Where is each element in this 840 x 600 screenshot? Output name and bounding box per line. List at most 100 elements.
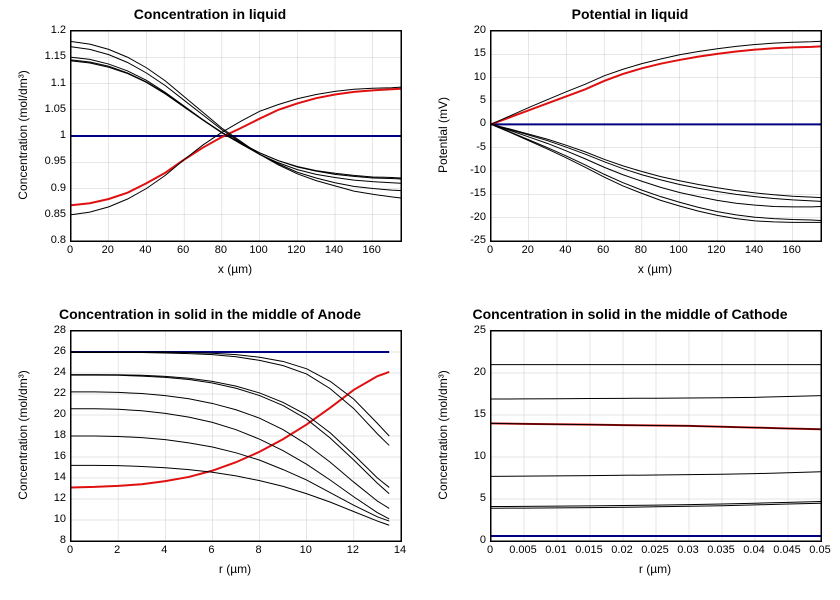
y-axis-label: Concentration (mol/dm³) bbox=[16, 330, 30, 540]
x-tick-label: 60 bbox=[177, 244, 189, 256]
series-line bbox=[71, 465, 389, 525]
series-line bbox=[491, 46, 821, 124]
y-tick-label: 5 bbox=[456, 492, 486, 504]
series-line bbox=[491, 124, 821, 197]
y-tick-label: 26 bbox=[36, 345, 66, 357]
x-tick-label: 120 bbox=[287, 244, 305, 256]
plot-area bbox=[490, 330, 822, 542]
x-tick-label: 0.045 bbox=[773, 544, 801, 556]
x-tick-label: 160 bbox=[363, 244, 381, 256]
x-tick-label: 160 bbox=[783, 244, 801, 256]
series-line bbox=[71, 42, 401, 198]
x-tick-label: 6 bbox=[208, 544, 214, 556]
x-tick-label: 120 bbox=[707, 244, 725, 256]
x-tick-label: 0 bbox=[67, 544, 73, 556]
panel-top-left: Concentration in liquid02040608010012014… bbox=[0, 0, 420, 300]
x-axis-label: x (µm) bbox=[70, 262, 400, 276]
x-tick-label: 8 bbox=[256, 544, 262, 556]
x-tick-label: 40 bbox=[139, 244, 151, 256]
series-line bbox=[71, 89, 401, 206]
y-tick-label: 25 bbox=[456, 324, 486, 336]
x-tick-label: 0.015 bbox=[575, 544, 603, 556]
y-tick-label: 8 bbox=[36, 534, 66, 546]
series-line bbox=[491, 41, 821, 124]
y-tick-label: 14 bbox=[36, 471, 66, 483]
x-tick-label: 20 bbox=[102, 244, 114, 256]
x-tick-label: 0.035 bbox=[707, 544, 735, 556]
chart-title: Concentration in solid in the middle of … bbox=[0, 306, 420, 322]
y-tick-label: 18 bbox=[36, 429, 66, 441]
panel-top-right: Potential in liquid020406080100120140160… bbox=[420, 0, 840, 300]
x-tick-label: 100 bbox=[249, 244, 267, 256]
series-line bbox=[71, 61, 401, 178]
y-tick-label: 10 bbox=[36, 513, 66, 525]
chart-svg bbox=[491, 31, 821, 241]
x-tick-label: 80 bbox=[635, 244, 647, 256]
y-tick-label: 10 bbox=[456, 450, 486, 462]
y-tick-label: 22 bbox=[36, 387, 66, 399]
x-tick-label: 4 bbox=[161, 544, 167, 556]
y-tick-label: 28 bbox=[36, 324, 66, 336]
plot-area bbox=[70, 30, 402, 242]
y-axis-label: Concentration (mol/dm³) bbox=[16, 30, 30, 240]
x-tick-label: 0.005 bbox=[509, 544, 537, 556]
y-tick-label: -15 bbox=[456, 187, 486, 199]
panel-bottom-left: Concentration in solid in the middle of … bbox=[0, 300, 420, 600]
x-tick-label: 20 bbox=[522, 244, 534, 256]
chart-svg bbox=[71, 331, 401, 541]
y-axis-label: Concentration (mol/dm³) bbox=[436, 330, 450, 540]
x-tick-label: 0.02 bbox=[611, 544, 632, 556]
y-tick-label: -20 bbox=[456, 211, 486, 223]
y-tick-label: 0 bbox=[456, 534, 486, 546]
x-tick-label: 80 bbox=[215, 244, 227, 256]
series-line bbox=[71, 60, 401, 179]
series-line bbox=[71, 57, 401, 183]
chart-grid: Concentration in liquid02040608010012014… bbox=[0, 0, 840, 600]
series-line bbox=[491, 124, 821, 201]
y-tick-label: -25 bbox=[456, 234, 486, 246]
y-tick-label: 1 bbox=[36, 129, 66, 141]
x-tick-label: 40 bbox=[559, 244, 571, 256]
x-axis-label: x (µm) bbox=[490, 262, 820, 276]
chart-title: Concentration in solid in the middle of … bbox=[420, 306, 840, 322]
y-tick-label: 15 bbox=[456, 408, 486, 420]
y-tick-label: 20 bbox=[456, 24, 486, 36]
chart-title: Concentration in liquid bbox=[0, 6, 420, 22]
plot-area bbox=[70, 330, 402, 542]
y-tick-label: 0.95 bbox=[36, 155, 66, 167]
x-tick-label: 0.01 bbox=[545, 544, 566, 556]
y-tick-label: 16 bbox=[36, 450, 66, 462]
y-tick-label: 20 bbox=[456, 366, 486, 378]
x-axis-label: r (µm) bbox=[70, 562, 400, 576]
y-tick-label: 24 bbox=[36, 366, 66, 378]
chart-svg bbox=[71, 31, 401, 241]
y-tick-label: 10 bbox=[456, 71, 486, 83]
x-tick-label: 0.04 bbox=[743, 544, 764, 556]
x-tick-label: 14 bbox=[394, 544, 406, 556]
plot-area bbox=[490, 30, 822, 242]
y-tick-label: 1.05 bbox=[36, 103, 66, 115]
panel-bottom-right: Concentration in solid in the middle of … bbox=[420, 300, 840, 600]
x-axis-label: r (µm) bbox=[490, 562, 820, 576]
y-tick-label: 0.85 bbox=[36, 208, 66, 220]
y-axis-label: Potential (mV) bbox=[436, 30, 450, 240]
y-tick-label: 1.2 bbox=[36, 24, 66, 36]
y-tick-label: 0.8 bbox=[36, 234, 66, 246]
y-tick-label: 1.15 bbox=[36, 50, 66, 62]
x-tick-label: 10 bbox=[300, 544, 312, 556]
x-tick-label: 140 bbox=[745, 244, 763, 256]
chart-title: Potential in liquid bbox=[420, 6, 840, 22]
x-tick-label: 100 bbox=[669, 244, 687, 256]
y-tick-label: 0.9 bbox=[36, 182, 66, 194]
x-tick-label: 2 bbox=[114, 544, 120, 556]
x-tick-label: 0 bbox=[487, 244, 493, 256]
chart-svg bbox=[491, 331, 821, 541]
x-tick-label: 0 bbox=[67, 244, 73, 256]
x-tick-label: 0.03 bbox=[677, 544, 698, 556]
y-tick-label: 12 bbox=[36, 492, 66, 504]
y-tick-label: 5 bbox=[456, 94, 486, 106]
y-tick-label: 20 bbox=[36, 408, 66, 420]
y-tick-label: 15 bbox=[456, 47, 486, 59]
y-tick-label: 1.1 bbox=[36, 77, 66, 89]
x-tick-label: 0.025 bbox=[641, 544, 669, 556]
